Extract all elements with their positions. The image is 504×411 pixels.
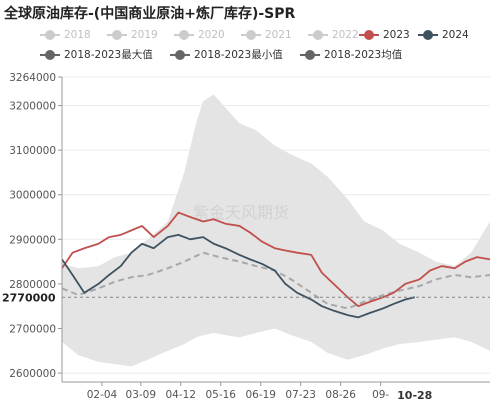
legend-item-2018-2023最小值[interactable]: 2018-2023最小值: [170, 47, 283, 62]
x-tick-label: 07-23: [285, 389, 316, 401]
line-dot-icon: [40, 49, 60, 60]
legend-label: 2023: [383, 29, 410, 41]
series-line-2023: [61, 211, 491, 308]
line-dot-icon: [418, 30, 438, 40]
max-min-band: [62, 94, 490, 367]
y-tick-label: 3264000: [9, 72, 56, 84]
line-dot-icon: [300, 49, 320, 60]
line-dot-icon: [107, 30, 127, 40]
legend-item-2018-2023均值[interactable]: 2018-2023均值: [300, 47, 402, 62]
line-dot-icon: [359, 30, 379, 40]
x-tick-label: 06-19: [245, 389, 276, 401]
y-tick-label: 3200000: [9, 101, 56, 113]
series-lines: [61, 211, 491, 319]
pointer-x-badge: [392, 384, 437, 400]
legend-label: 2018-2023均值: [324, 49, 403, 61]
x-tick-label: 04-12: [166, 389, 197, 401]
y-tick-label: 2700000: [9, 323, 56, 335]
series-line-2024: [61, 233, 415, 319]
legend-item-2021[interactable]: 2021: [241, 29, 292, 41]
legend-item-2020[interactable]: 2020: [174, 29, 225, 41]
pointer-y-label: 2770000: [2, 291, 56, 304]
axes: 2600000 2700000 2800000 2900000 3000000 31000…: [9, 72, 490, 401]
y-tick-label: 3000000: [9, 190, 56, 202]
legend-label: 2018: [64, 29, 91, 41]
legend-label: 2020: [198, 29, 225, 41]
line-dot-icon: [241, 30, 261, 40]
legend-label: 2018-2023最小值: [194, 49, 283, 61]
chart-legend: 2018 2019 2020 2021 2022 2023 2024 2018-2023最大值…: [0, 24, 504, 64]
legend-item-2019[interactable]: 2019: [107, 29, 158, 41]
x-tick-label: 09-: [372, 389, 389, 401]
line-dot-icon: [40, 30, 60, 40]
band-area: [62, 94, 490, 367]
x-tick-label: 02-04: [87, 389, 118, 401]
legend-label: 2021: [265, 29, 292, 41]
watermark: 紫金天风期货: [193, 203, 289, 222]
x-tick-label: 03-09: [126, 389, 157, 401]
legend-label: 2019: [131, 29, 158, 41]
legend-label: 2018-2023最大值: [64, 49, 153, 61]
legend-label: 2024: [442, 29, 469, 41]
y-tick-label: 2900000: [9, 234, 56, 246]
line-dot-icon: [308, 30, 328, 40]
legend-item-2018-2023最大值[interactable]: 2018-2023最大值: [40, 47, 153, 62]
y-tick-label: 3100000: [9, 145, 56, 157]
legend-label: 2022: [332, 29, 359, 41]
axis-pointer: 2770000 10-28: [0, 289, 490, 402]
x-tick-label: 08-26: [325, 389, 356, 401]
line-dot-icon: [174, 30, 194, 40]
legend-item-2022[interactable]: 2022: [308, 29, 359, 41]
chart-title: 全球原油库存-(中国商业原油+炼厂库存)-SPR: [4, 6, 296, 22]
legend-item-2018[interactable]: 2018: [40, 29, 91, 41]
line-dot-icon: [170, 49, 190, 60]
pointer-x-label: 10-28: [397, 389, 432, 402]
legend-item-2023[interactable]: 2023: [359, 29, 410, 41]
y-tick-label: 2800000: [9, 279, 56, 291]
x-tick-label: 05-16: [205, 389, 236, 401]
y-tick-label: 2600000: [9, 368, 56, 380]
pointer-y-badge: [0, 289, 58, 306]
legend-item-2024[interactable]: 2024: [418, 29, 469, 41]
